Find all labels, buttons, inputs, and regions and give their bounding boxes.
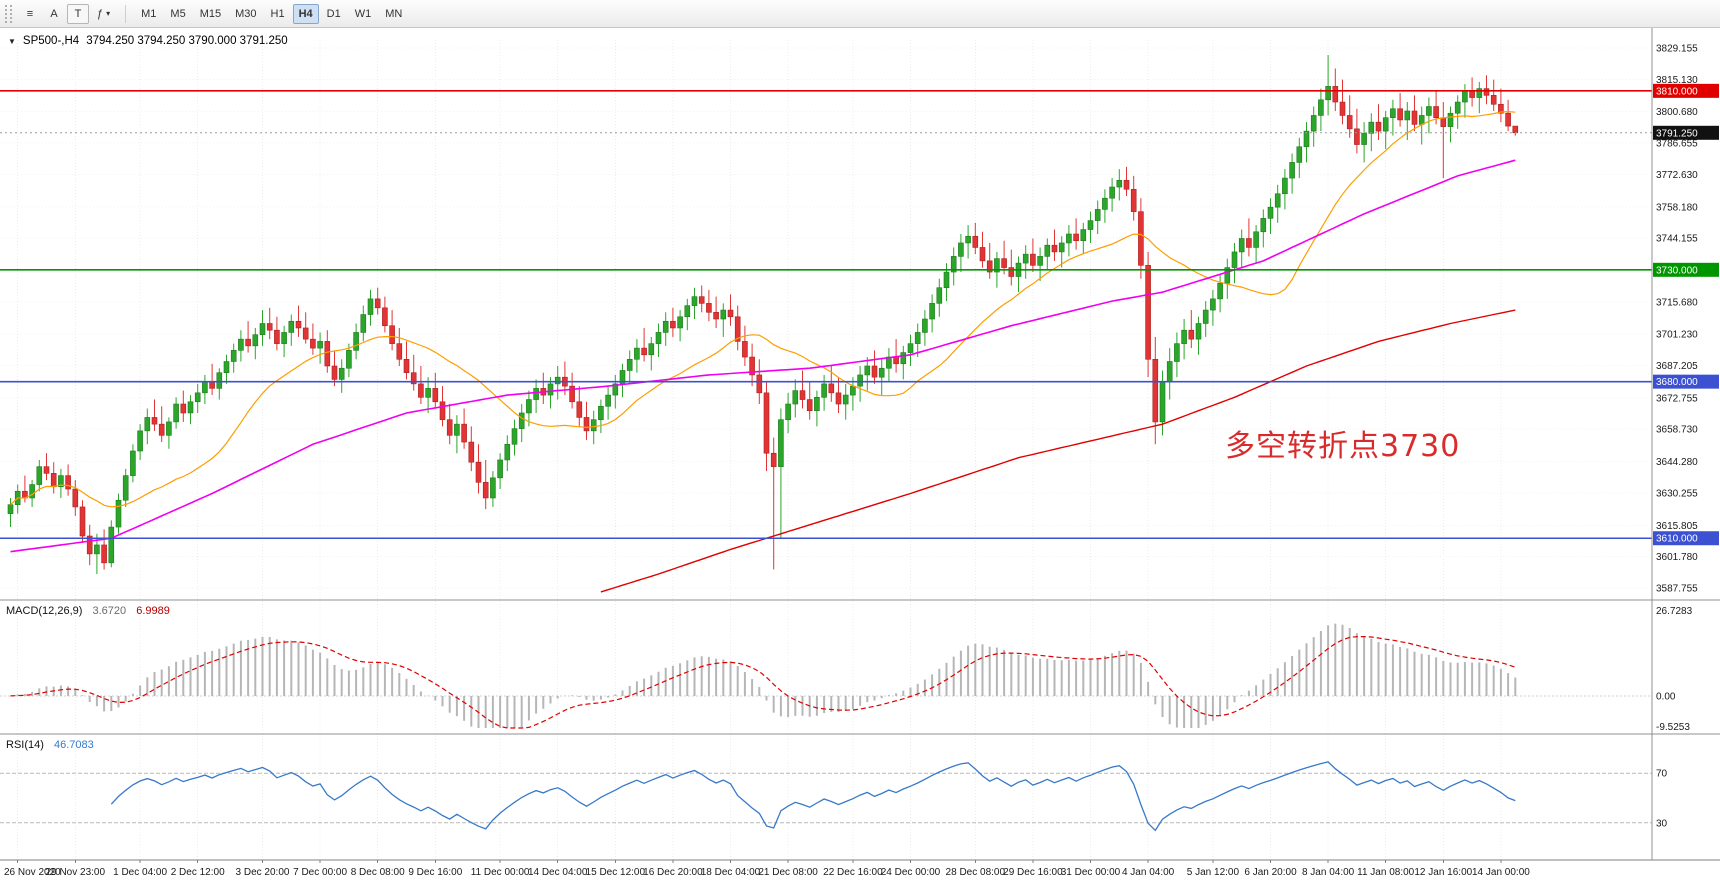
panel-separators <box>0 28 1720 860</box>
timeframe-button-m30[interactable]: M30 <box>229 4 262 24</box>
svg-text:30: 30 <box>1656 818 1668 829</box>
svg-text:29 Dec 16:00: 29 Dec 16:00 <box>1003 867 1063 878</box>
rsi-indicator-label: RSI(14) 46.7083 <box>6 739 94 751</box>
svg-text:3744.155: 3744.155 <box>1656 234 1698 245</box>
chart-canvas[interactable]: 3829.155 3815.130 3800.680 3786.655 3772.630… <box>0 28 1720 895</box>
svg-text:26 Nov 2020: 26 Nov 2020 <box>4 867 61 878</box>
svg-text:3672.755: 3672.755 <box>1656 393 1698 404</box>
svg-text:0.00: 0.00 <box>1656 691 1676 702</box>
rsi-name: RSI(14) <box>6 739 44 751</box>
svg-text:3680.000: 3680.000 <box>1656 377 1698 388</box>
indicators-icon: ƒ <box>97 7 104 20</box>
svg-text:3791.250: 3791.250 <box>1656 128 1698 139</box>
chart-text-annotation[interactable]: 多空转折点3730 <box>1225 429 1461 464</box>
macd-main-value: 3.6720 <box>92 605 127 617</box>
charts-menu-icon: ≡ <box>26 7 34 20</box>
svg-text:28 Dec 08:00: 28 Dec 08:00 <box>946 867 1006 878</box>
timeframe-group: M1 M5 M15 M30 H1 H4 D1 W1 MN <box>135 3 408 24</box>
svg-text:3730.000: 3730.000 <box>1656 265 1698 276</box>
svg-text:9 Dec 16:00: 9 Dec 16:00 <box>408 867 462 878</box>
svg-text:3786.655: 3786.655 <box>1656 139 1698 150</box>
svg-text:26.7283: 26.7283 <box>1656 606 1693 617</box>
svg-text:4 Jan 04:00: 4 Jan 04:00 <box>1122 867 1175 878</box>
svg-text:18 Dec 04:00: 18 Dec 04:00 <box>701 867 761 878</box>
svg-text:8 Dec 08:00: 8 Dec 08:00 <box>351 867 405 878</box>
svg-text:3610.000: 3610.000 <box>1656 534 1698 545</box>
timeframe-button-m15[interactable]: M15 <box>194 4 227 24</box>
svg-text:3815.130: 3815.130 <box>1656 75 1698 86</box>
svg-text:24 Dec 00:00: 24 Dec 00:00 <box>881 867 941 878</box>
svg-text:2 Dec 12:00: 2 Dec 12:00 <box>171 867 225 878</box>
cursor-tool-button[interactable]: A <box>43 4 65 24</box>
svg-text:31 Dec 00:00: 31 Dec 00:00 <box>1061 867 1121 878</box>
one-click-trading-icon[interactable]: ▼ <box>8 36 16 46</box>
macd-indicator-label: MACD(12,26,9) 3.6720 6.9989 <box>6 605 170 617</box>
toolbar-grip[interactable] <box>5 4 12 23</box>
svg-text:3687.205: 3687.205 <box>1656 361 1698 372</box>
svg-text:14 Dec 04:00: 14 Dec 04:00 <box>528 867 588 878</box>
svg-text:1 Dec 04:00: 1 Dec 04:00 <box>113 867 167 878</box>
svg-text:3644.280: 3644.280 <box>1656 457 1698 468</box>
svg-text:16 Dec 20:00: 16 Dec 20:00 <box>643 867 703 878</box>
svg-text:29 Nov 23:00: 29 Nov 23:00 <box>46 867 106 878</box>
text-tool-button[interactable]: T <box>67 3 89 24</box>
timeframe-button-m5[interactable]: M5 <box>164 4 191 24</box>
macd-signal-value: 6.9989 <box>136 605 170 617</box>
svg-text:3658.730: 3658.730 <box>1656 425 1698 436</box>
svg-text:3601.780: 3601.780 <box>1656 552 1698 563</box>
indicators-button[interactable]: ƒ ▾ <box>91 4 116 24</box>
svg-text:8 Jan 04:00: 8 Jan 04:00 <box>1302 867 1355 878</box>
toolbar: ≡ A T ƒ ▾ M1 M5 M15 M30 H1 H4 D1 W1 MN <box>0 0 1720 28</box>
candlestick-series <box>7 55 1519 575</box>
chevron-down-icon: ▾ <box>106 9 111 18</box>
timeframe-button-w1[interactable]: W1 <box>349 4 378 24</box>
macd-name: MACD(12,26,9) <box>6 605 83 617</box>
svg-text:15 Dec 12:00: 15 Dec 12:00 <box>586 867 646 878</box>
ohlc-values: 3794.250 3794.250 3790.000 3791.250 <box>86 35 288 47</box>
svg-text:3630.255: 3630.255 <box>1656 488 1698 499</box>
svg-text:-9.5253: -9.5253 <box>1656 722 1690 733</box>
svg-text:70: 70 <box>1656 769 1668 780</box>
svg-text:6 Jan 20:00: 6 Jan 20:00 <box>1244 867 1297 878</box>
svg-text:3829.155: 3829.155 <box>1656 44 1698 55</box>
timeframe-button-h1[interactable]: H1 <box>265 4 291 24</box>
svg-text:3587.755: 3587.755 <box>1656 584 1698 595</box>
rsi-panel[interactable] <box>0 761 1652 832</box>
svg-text:3810.000: 3810.000 <box>1656 86 1698 97</box>
symbol-period-label: SP500-,H4 <box>22 35 80 47</box>
svg-text:3701.230: 3701.230 <box>1656 330 1698 341</box>
price-axis[interactable]: 3829.155 3815.130 3800.680 3786.655 3772.630… <box>1653 44 1719 830</box>
horizontal-line-objects[interactable] <box>0 90 1652 540</box>
svg-text:14 Jan 00:00: 14 Jan 00:00 <box>1472 867 1530 878</box>
svg-text:3715.680: 3715.680 <box>1656 297 1698 308</box>
moving-averages <box>10 110 1516 593</box>
svg-text:3 Dec 20:00: 3 Dec 20:00 <box>236 867 290 878</box>
svg-text:11 Jan 08:00: 11 Jan 08:00 <box>1357 867 1415 878</box>
rsi-value: 46.7083 <box>53 739 94 751</box>
chart-title: ▼ SP500-,H4 3794.250 3794.250 3790.000 3… <box>8 35 288 47</box>
svg-text:3758.180: 3758.180 <box>1656 202 1698 213</box>
timeframe-button-mn[interactable]: MN <box>379 4 408 24</box>
svg-text:12 Jan 16:00: 12 Jan 16:00 <box>1414 867 1472 878</box>
svg-text:7 Dec 00:00: 7 Dec 00:00 <box>293 867 347 878</box>
svg-text:11 Dec 00:00: 11 Dec 00:00 <box>471 867 530 878</box>
svg-text:21 Dec 08:00: 21 Dec 08:00 <box>758 867 818 878</box>
macd-panel[interactable] <box>0 623 1652 729</box>
timeframe-button-m1[interactable]: M1 <box>135 4 162 24</box>
toolbar-separator <box>125 4 127 23</box>
svg-text:3772.630: 3772.630 <box>1656 170 1698 181</box>
svg-text:22 Dec 16:00: 22 Dec 16:00 <box>823 867 883 878</box>
svg-text:3800.680: 3800.680 <box>1656 107 1698 118</box>
svg-text:3615.805: 3615.805 <box>1656 521 1698 532</box>
timeframe-button-d1[interactable]: D1 <box>321 4 347 24</box>
timeframe-button-h4[interactable]: H4 <box>292 3 319 24</box>
svg-text:5 Jan 12:00: 5 Jan 12:00 <box>1187 867 1240 878</box>
charts-menu-button[interactable]: ≡ <box>19 4 41 24</box>
